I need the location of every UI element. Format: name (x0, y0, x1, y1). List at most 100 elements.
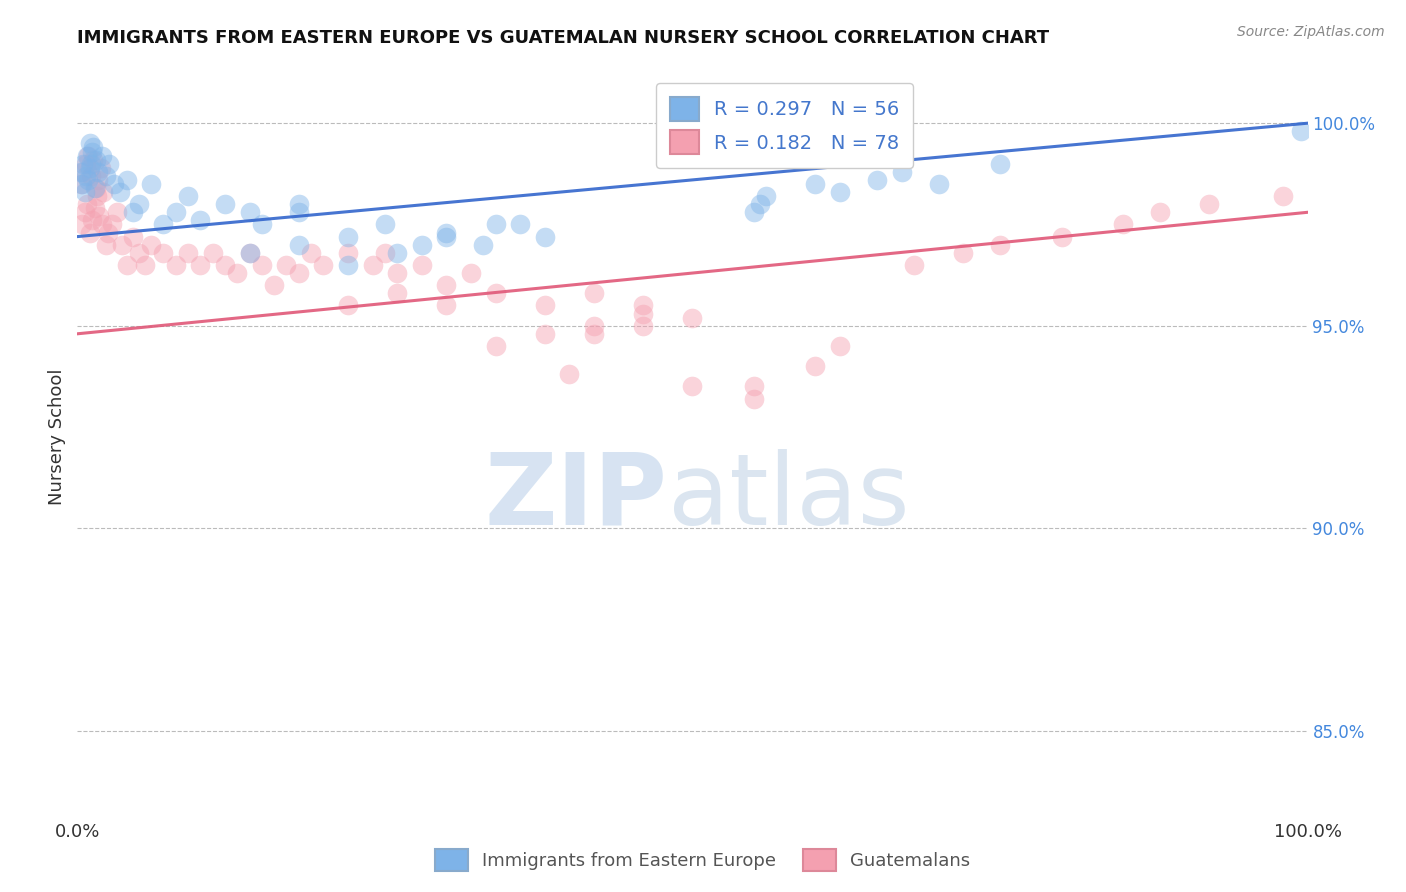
Point (83, 181, 105, 195)
Point (141, 237, 163, 252)
Point (94, 169, 117, 183)
Point (70, 218, 93, 232)
Point (91, 185, 114, 199)
Point (70, 177, 93, 191)
Point (804, 359, 827, 374)
Point (73, 205, 96, 219)
Point (72, 157, 94, 171)
Point (77, 148, 100, 162)
Point (250, 218, 273, 232)
Point (90, 161, 112, 175)
Point (276, 258, 298, 272)
Point (250, 258, 273, 272)
Point (70, 177, 93, 191)
Point (361, 258, 384, 272)
Point (534, 298, 557, 312)
Y-axis label: Nursery School: Nursery School (48, 368, 66, 506)
Point (436, 278, 458, 293)
Point (83, 201, 105, 215)
Point (374, 245, 396, 260)
Point (239, 205, 262, 219)
Point (988, 157, 1011, 171)
Point (988, 237, 1011, 252)
Point (82, 153, 104, 167)
Point (485, 218, 508, 232)
Point (583, 286, 606, 301)
Point (177, 245, 200, 260)
Point (121, 229, 143, 244)
Point (141, 177, 163, 191)
Point (214, 258, 236, 272)
Point (239, 245, 262, 260)
Point (337, 258, 360, 272)
Point (76, 148, 98, 162)
Point (115, 258, 138, 272)
Point (804, 177, 827, 191)
Point (97, 226, 120, 240)
Point (79, 226, 101, 240)
Point (87, 165, 110, 179)
Point (73, 185, 96, 199)
Point (77, 173, 100, 187)
Point (101, 218, 124, 232)
Point (98, 157, 121, 171)
Point (84, 181, 107, 195)
Point (75, 157, 97, 171)
Point (742, 205, 765, 219)
Point (890, 165, 912, 179)
Point (485, 286, 508, 301)
Point (80, 169, 103, 183)
Point (128, 245, 150, 260)
Point (214, 197, 236, 211)
Point (128, 197, 150, 211)
Text: ZIP: ZIP (485, 449, 668, 546)
Point (1149, 205, 1171, 219)
Point (80, 157, 103, 171)
Point (903, 258, 925, 272)
Point (472, 237, 495, 252)
Point (82, 213, 104, 227)
Point (682, 379, 704, 393)
Point (485, 339, 508, 353)
Point (134, 258, 156, 272)
Point (288, 237, 311, 252)
Point (86, 189, 108, 203)
Point (76, 197, 98, 211)
Point (70, 165, 93, 179)
Point (288, 266, 311, 280)
Point (436, 226, 458, 240)
Point (436, 298, 458, 312)
Point (239, 245, 262, 260)
Point (165, 205, 187, 219)
Point (75, 169, 97, 183)
Point (299, 245, 322, 260)
Point (82, 145, 104, 159)
Point (1291, 124, 1313, 138)
Point (177, 189, 200, 203)
Point (90, 148, 114, 162)
Point (830, 339, 852, 353)
Point (385, 286, 409, 301)
Point (288, 205, 311, 219)
Point (79, 136, 101, 151)
Point (79, 161, 101, 175)
Point (121, 205, 143, 219)
Point (110, 185, 132, 199)
Point (633, 298, 655, 312)
Point (1050, 229, 1073, 244)
Point (385, 245, 409, 260)
Point (534, 229, 557, 244)
Point (90, 218, 114, 232)
Point (94, 237, 117, 252)
Point (866, 173, 889, 187)
Point (830, 185, 852, 199)
Point (337, 245, 360, 260)
Point (165, 258, 187, 272)
Point (952, 245, 974, 260)
Point (534, 326, 557, 341)
Point (337, 298, 360, 312)
Point (115, 173, 138, 187)
Point (103, 177, 125, 191)
Point (411, 258, 433, 272)
Point (111, 237, 132, 252)
